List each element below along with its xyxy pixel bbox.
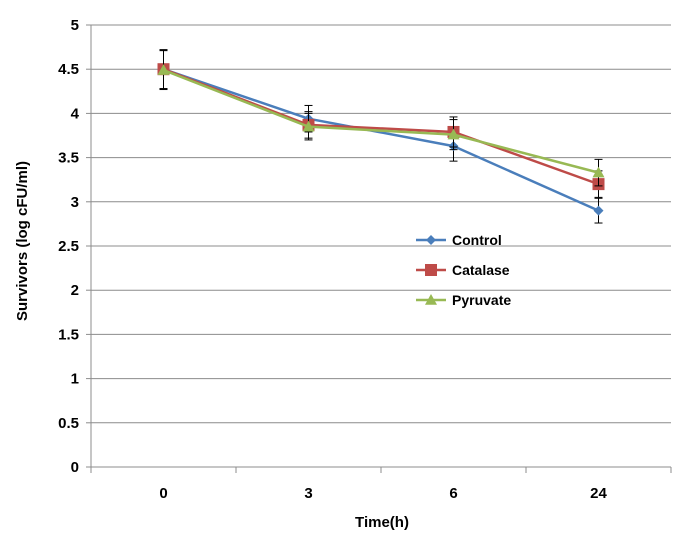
legend-swatch-marker xyxy=(425,264,437,276)
data-point xyxy=(592,166,605,178)
y-tick-label: 3.5 xyxy=(58,150,79,167)
y-tick-label: 0.5 xyxy=(58,415,79,432)
series-catalase xyxy=(157,49,605,198)
x-tick-label: 0 xyxy=(159,485,167,502)
legend-swatch-marker xyxy=(426,235,436,245)
x-tick-label: 6 xyxy=(449,485,457,502)
data-series xyxy=(157,49,605,224)
y-tick-label: 5 xyxy=(71,17,79,34)
series-line xyxy=(163,68,600,212)
legend-label: Pyruvate xyxy=(452,292,511,308)
data-point xyxy=(593,205,604,216)
y-tick-label: 4 xyxy=(71,105,80,122)
series-pyruvate xyxy=(157,50,605,187)
legend-swatch-marker xyxy=(425,294,437,305)
y-tick-label: 4.5 xyxy=(58,61,79,78)
x-axis-ticks: 0 3 6 24 xyxy=(90,467,672,502)
y-tick-label: 2 xyxy=(71,282,79,299)
series-control xyxy=(158,49,604,224)
x-axis-title: Time(h) xyxy=(355,514,409,531)
data-point xyxy=(157,64,170,75)
legend-item-catalase: Catalase xyxy=(416,262,510,278)
x-tick-label: 24 xyxy=(590,485,607,502)
data-point xyxy=(447,128,460,140)
y-axis-ticks: 0 0.5 1 1.5 2 2.5 3 3.5 4 4.5 5 xyxy=(58,17,91,476)
y-tick-label: 2.5 xyxy=(58,238,79,255)
legend-item-pyruvate: Pyruvate xyxy=(416,292,511,308)
legend: Control Catalase Pyruvate xyxy=(416,232,511,308)
legend-item-control: Control xyxy=(416,232,502,248)
y-tick-label: 1 xyxy=(71,371,79,388)
data-point xyxy=(302,120,315,132)
y-axis-title: Survivors (log cFU/ml) xyxy=(14,161,31,321)
y-tick-label: 3 xyxy=(71,194,79,211)
series-line xyxy=(163,68,599,186)
y-tick-label: 1.5 xyxy=(58,326,79,343)
series-line xyxy=(163,68,599,174)
x-tick-label: 3 xyxy=(304,485,312,502)
legend-label: Catalase xyxy=(452,262,510,278)
y-tick-label: 0 xyxy=(71,459,79,476)
legend-label: Control xyxy=(452,232,502,248)
gridlines xyxy=(91,24,671,424)
